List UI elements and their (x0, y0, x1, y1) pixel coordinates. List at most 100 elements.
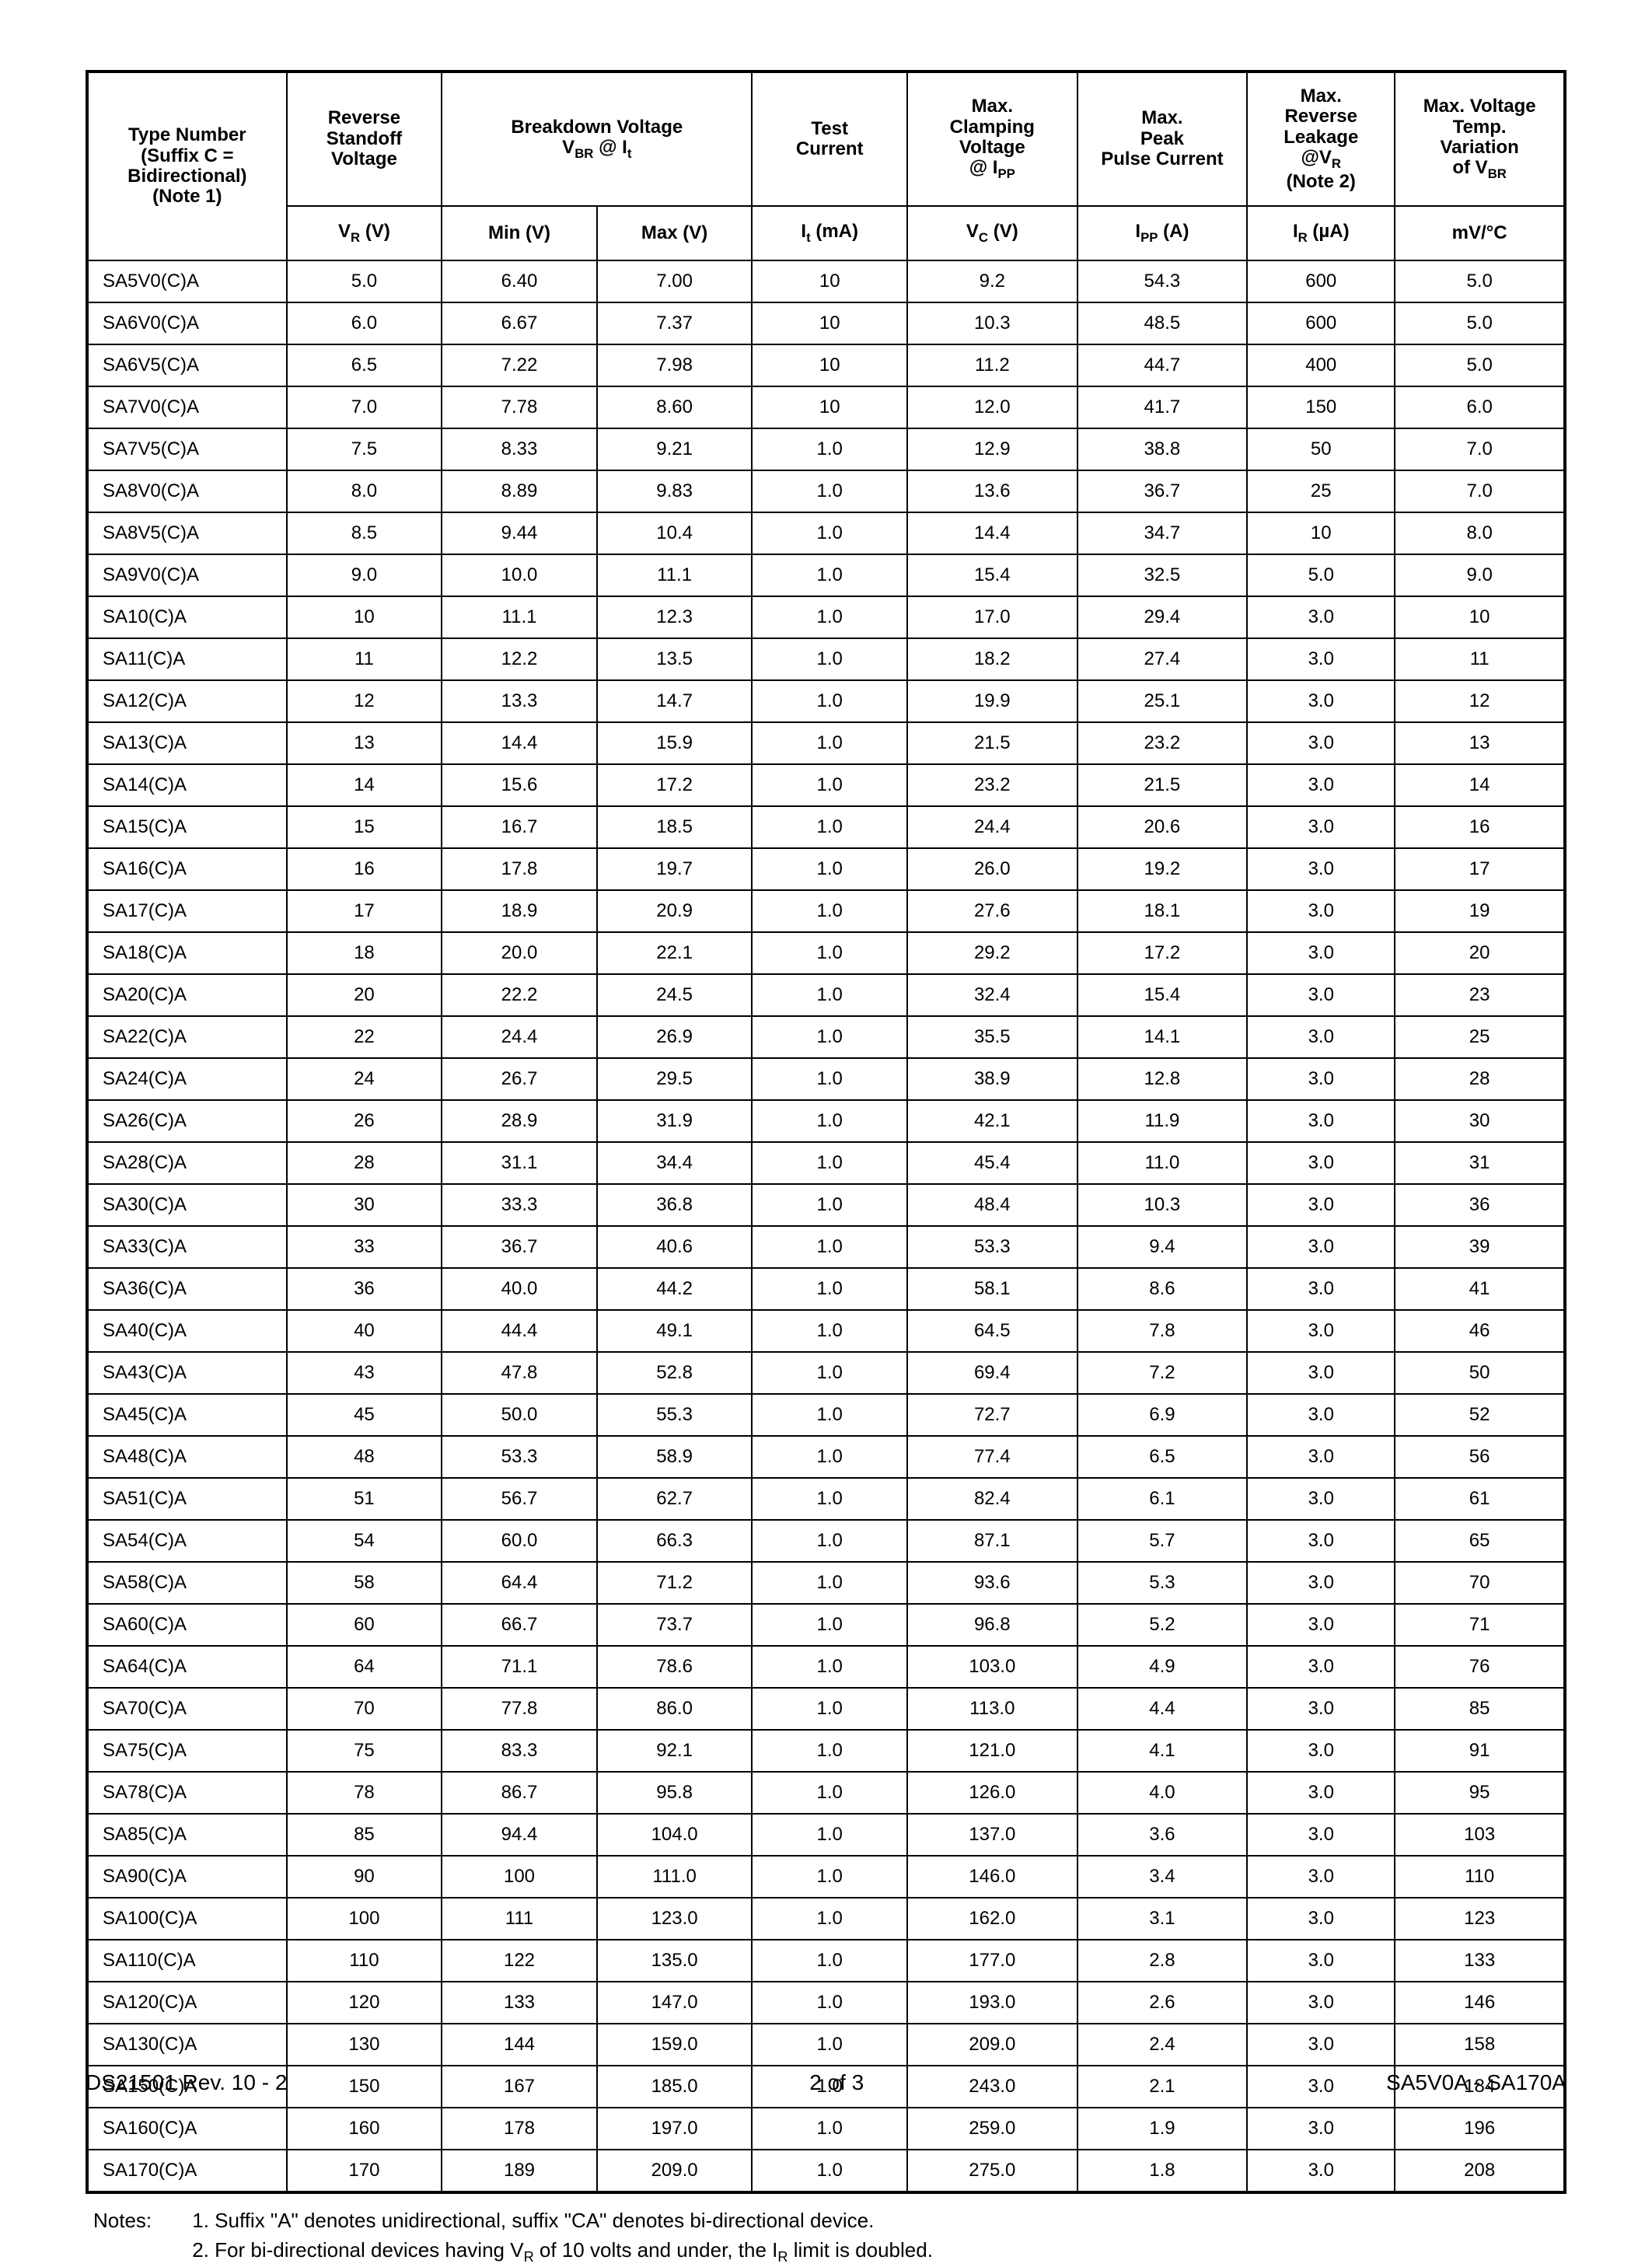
cell-value: 10.4 (597, 512, 753, 554)
cell-type-number: SA9V0(C)A (87, 554, 287, 596)
cell-value: 64 (287, 1646, 442, 1688)
cell-value: 13 (287, 722, 442, 764)
cell-value: 3.0 (1247, 1478, 1395, 1520)
cell-value: 6.0 (287, 302, 442, 344)
cell-value: 6.9 (1077, 1394, 1248, 1436)
cell-value: 8.89 (442, 470, 597, 512)
cell-value: 1.0 (752, 974, 907, 1016)
cell-value: 120 (287, 1982, 442, 2024)
cell-value: 1.8 (1077, 2150, 1248, 2192)
cell-value: 23.2 (907, 764, 1077, 806)
table-row: SA28(C)A2831.134.41.045.411.03.031 (87, 1142, 1565, 1184)
cell-value: 24.5 (597, 974, 753, 1016)
cell-value: 100 (287, 1898, 442, 1940)
cell-value: 3.0 (1247, 1646, 1395, 1688)
cell-value: 24 (287, 1058, 442, 1100)
cell-value: 2.4 (1077, 2024, 1248, 2066)
cell-value: 66.7 (442, 1604, 597, 1646)
cell-value: 16 (1395, 806, 1565, 848)
cell-value: 3.0 (1247, 638, 1395, 680)
hdr-max-peak-pulse: Max.PeakPulse Current (1077, 72, 1248, 206)
cell-value: 10 (752, 344, 907, 386)
cell-value: 36.7 (442, 1226, 597, 1268)
cell-value: 1.0 (752, 1814, 907, 1856)
cell-value: 144 (442, 2024, 597, 2066)
cell-value: 52.8 (597, 1352, 753, 1394)
cell-value: 1.0 (752, 1604, 907, 1646)
cell-value: 44.4 (442, 1310, 597, 1352)
cell-value: 123 (1395, 1898, 1565, 1940)
cell-value: 85 (287, 1814, 442, 1856)
cell-value: 54.3 (1077, 260, 1248, 302)
cell-value: 56 (1395, 1436, 1565, 1478)
hdr-reverse-standoff: ReverseStandoffVoltage (287, 72, 442, 206)
cell-value: 11 (1395, 638, 1565, 680)
cell-value: 400 (1247, 344, 1395, 386)
cell-value: 42.1 (907, 1100, 1077, 1142)
table-row: SA43(C)A4347.852.81.069.47.23.050 (87, 1352, 1565, 1394)
cell-value: 22.1 (597, 932, 753, 974)
table-row: SA14(C)A1415.617.21.023.221.53.014 (87, 764, 1565, 806)
cell-value: 1.0 (752, 722, 907, 764)
cell-value: 54 (287, 1520, 442, 1562)
cell-type-number: SA58(C)A (87, 1562, 287, 1604)
cell-value: 3.0 (1247, 2150, 1395, 2192)
cell-value: 95 (1395, 1772, 1565, 1814)
cell-value: 111.0 (597, 1856, 753, 1898)
cell-value: 3.0 (1247, 1856, 1395, 1898)
cell-value: 189 (442, 2150, 597, 2192)
cell-value: 8.33 (442, 428, 597, 470)
cell-value: 25.1 (1077, 680, 1248, 722)
cell-type-number: SA24(C)A (87, 1058, 287, 1100)
cell-value: 13.3 (442, 680, 597, 722)
cell-value: 55.3 (597, 1394, 753, 1436)
cell-value: 83.3 (442, 1730, 597, 1772)
cell-value: 135.0 (597, 1940, 753, 1982)
cell-value: 209.0 (597, 2150, 753, 2192)
table-row: SA45(C)A4550.055.31.072.76.93.052 (87, 1394, 1565, 1436)
cell-value: 50 (1247, 428, 1395, 470)
cell-value: 9.4 (1077, 1226, 1248, 1268)
cell-value: 3.0 (1247, 2108, 1395, 2150)
cell-type-number: SA40(C)A (87, 1310, 287, 1352)
cell-value: 13 (1395, 722, 1565, 764)
cell-value: 4.4 (1077, 1688, 1248, 1730)
cell-value: 16 (287, 848, 442, 890)
cell-value: 28.9 (442, 1100, 597, 1142)
table-header: Type Number(Suffix C =Bidirectional)(Not… (87, 72, 1565, 260)
table-row: SA7V5(C)A7.58.339.211.012.938.8507.0 (87, 428, 1565, 470)
cell-value: 177.0 (907, 1940, 1077, 1982)
table-row: SA5V0(C)A5.06.407.00109.254.36005.0 (87, 260, 1565, 302)
cell-value: 3.4 (1077, 1856, 1248, 1898)
cell-value: 16.7 (442, 806, 597, 848)
cell-value: 4.0 (1077, 1772, 1248, 1814)
cell-value: 1.0 (752, 2108, 907, 2150)
table-row: SA8V0(C)A8.08.899.831.013.636.7257.0 (87, 470, 1565, 512)
table-row: SA8V5(C)A8.59.4410.41.014.434.7108.0 (87, 512, 1565, 554)
cell-value: 3.0 (1247, 1142, 1395, 1184)
cell-value: 46 (1395, 1310, 1565, 1352)
notes-section: Notes: 1. Suffix "A" denotes unidirectio… (86, 2206, 1566, 2267)
cell-value: 26.9 (597, 1016, 753, 1058)
cell-value: 53.3 (907, 1226, 1077, 1268)
table-row: SA58(C)A5864.471.21.093.65.33.070 (87, 1562, 1565, 1604)
hdr-test-current: TestCurrent (752, 72, 907, 206)
cell-value: 123.0 (597, 1898, 753, 1940)
cell-value: 12.3 (597, 596, 753, 638)
cell-type-number: SA43(C)A (87, 1352, 287, 1394)
cell-value: 3.0 (1247, 1436, 1395, 1478)
cell-value: 8.0 (1395, 512, 1565, 554)
cell-value: 85 (1395, 1688, 1565, 1730)
cell-value: 30 (287, 1184, 442, 1226)
cell-value: 10 (752, 260, 907, 302)
cell-value: 28 (1395, 1058, 1565, 1100)
cell-value: 50 (1395, 1352, 1565, 1394)
cell-value: 31.9 (597, 1100, 753, 1142)
cell-value: 45.4 (907, 1142, 1077, 1184)
cell-value: 1.0 (752, 512, 907, 554)
cell-type-number: SA6V5(C)A (87, 344, 287, 386)
footer-left: DS21501 Rev. 10 - 2 (86, 2070, 287, 2095)
cell-value: 66.3 (597, 1520, 753, 1562)
cell-value: 40.0 (442, 1268, 597, 1310)
cell-value: 7.0 (287, 386, 442, 428)
